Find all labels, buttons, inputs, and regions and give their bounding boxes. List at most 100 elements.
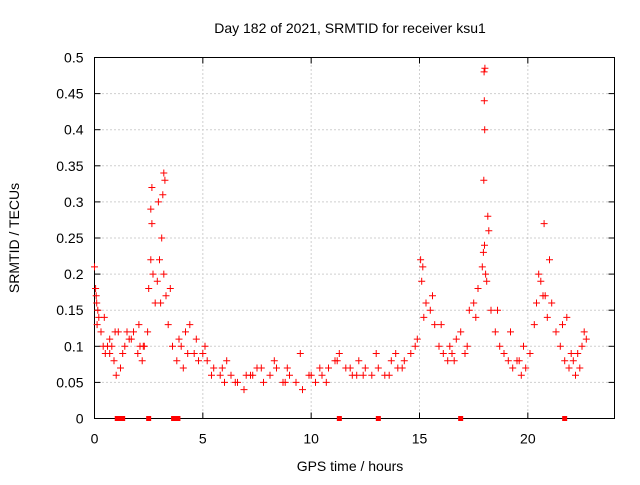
data-point [121,342,129,350]
data-point [223,357,231,365]
data-point [491,328,499,336]
data-point [484,212,492,220]
data-point [522,364,530,372]
data-point [400,357,408,365]
data-point [307,371,315,379]
data-point [112,371,120,379]
data-point [452,335,460,343]
data-point [559,321,566,329]
data-point [195,357,202,365]
data-point [480,68,488,76]
data-point [190,350,198,357]
data-point [520,342,527,350]
grid-lines [94,57,615,419]
chart-title: Day 182 of 2021, SRMTID for receiver ksu… [214,20,486,36]
data-point [273,364,280,372]
data-point [494,306,501,314]
data-point [159,191,167,199]
data-point [130,328,137,336]
data-point [418,277,426,285]
data-point [333,357,341,365]
data-point [413,335,421,343]
data-point [208,371,215,379]
data-point [548,299,556,307]
data-point [485,227,493,235]
data-point [359,371,367,379]
data-point [398,364,406,372]
data-point [483,277,491,285]
data-point [221,378,228,386]
data-point [387,357,395,365]
data-point [470,299,478,307]
data-point [407,350,415,357]
data-point [426,306,434,314]
data-point [567,350,575,357]
data-point [153,277,161,285]
data-point [480,97,488,105]
data-point [411,342,419,350]
x-tick-label: 5 [199,431,207,447]
data-point [312,378,319,386]
data-point [578,342,586,350]
data-point [93,321,101,329]
data-point [507,328,514,336]
data-point [335,350,343,357]
gap-marker [175,416,181,421]
data-point [201,342,209,350]
data-point [266,371,274,379]
data-point [210,364,218,372]
data-point [260,378,267,386]
data-point [576,364,584,372]
data-point [457,328,465,336]
x-tick-label: 10 [303,431,319,447]
data-point [517,371,525,379]
data-point [392,350,400,357]
gap-marker [120,416,126,421]
data-point [543,313,551,321]
data-point [158,234,166,242]
data-point [496,342,504,350]
data-point [355,357,363,365]
data-point [472,313,480,321]
data-point [148,220,156,228]
data-point [580,328,588,336]
y-tick-label: 0.15 [56,302,83,318]
data-point [144,328,152,336]
data-point [114,328,122,336]
data-point [463,342,471,350]
data-point [444,357,452,365]
data-point [316,364,324,372]
data-point [417,256,425,264]
y-tick-label: 0.5 [64,50,84,66]
data-point [420,313,428,321]
data-point [94,306,102,314]
data-point [481,241,488,249]
data-point [533,299,540,307]
data-point [182,328,189,336]
data-point [134,350,142,357]
data-point [147,205,155,213]
data-point [240,386,248,394]
data-point [446,342,454,350]
data-point [139,342,147,350]
x-tick-label: 0 [91,431,99,447]
data-point [546,256,553,264]
data-point [292,378,300,386]
data-point [166,285,174,292]
data-point [286,371,293,379]
y-tick-label: 0.45 [56,86,83,102]
data-point [422,299,430,307]
data-point [154,198,162,206]
data-point [480,176,488,184]
data-point [169,342,176,350]
data-point [173,357,181,365]
data-point [106,335,114,343]
gap-marker [458,416,464,421]
data-point [540,220,548,228]
data-point [385,371,393,379]
data-point [465,306,473,314]
data-point [556,342,564,350]
data-point [431,321,439,329]
data-point [372,350,380,357]
